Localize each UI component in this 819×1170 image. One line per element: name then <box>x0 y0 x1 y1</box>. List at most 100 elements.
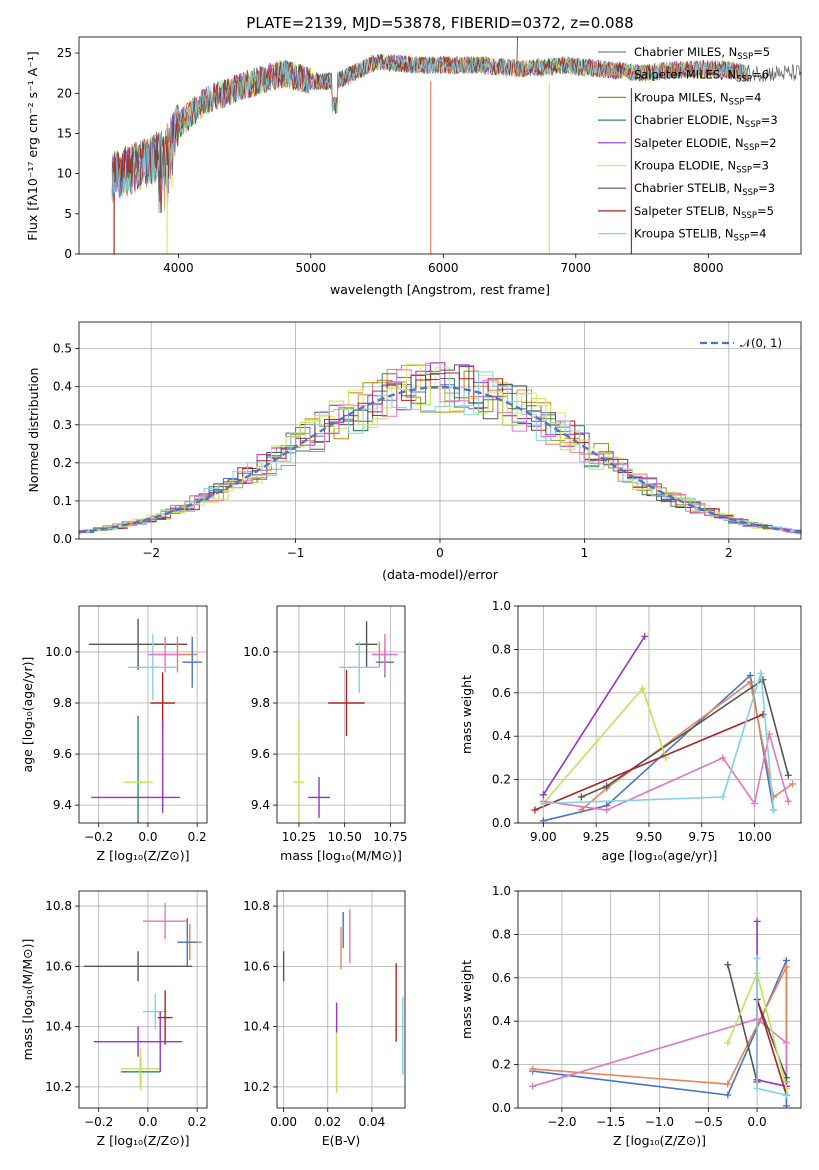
weight-point <box>784 771 792 779</box>
age-vs-mass-panel: 10.25 10.50 10.75 9.4 9.6 9.8 10.0 mass [log₁₀(… <box>243 605 408 863</box>
spectrum-ytick: 25 <box>57 46 72 60</box>
xtick-label: 0.0 <box>748 1115 767 1129</box>
xtick-label: 0.2 <box>188 1115 207 1129</box>
residual-histogram <box>79 371 801 535</box>
spectrum-xtick: 8000 <box>693 261 724 275</box>
legend-entry: Kroupa STELIB, NSSP=4 <box>634 227 766 244</box>
ytick-label: 10.6 <box>243 959 270 973</box>
weight-point <box>789 780 797 788</box>
ytick-label: 0.8 <box>492 927 511 941</box>
xtick-label: 10.75 <box>373 830 407 844</box>
spectrum-ytick: 20 <box>57 86 72 100</box>
ytick-label: 9.8 <box>53 696 72 710</box>
weight-point <box>577 793 585 801</box>
weight-point <box>529 1082 537 1090</box>
residual-xlabel: (data-model)/error <box>382 567 499 582</box>
weight-point <box>784 797 792 805</box>
weight-point <box>753 954 761 962</box>
panel-xlabel: Z [log₁₀(Z/Z⊙)] <box>97 1133 190 1148</box>
legend-entry: Kroupa MILES, NSSP=4 <box>634 90 761 107</box>
weight-point <box>577 806 585 814</box>
weight-point <box>753 917 761 925</box>
weight-point <box>782 1091 790 1099</box>
emission-line <box>516 37 518 70</box>
weight-vs-age-panel: 9.00 9.25 9.50 9.75 10.00 0.0 0.2 0.4 0.6 0.8 1.0 a… <box>459 599 802 863</box>
weight-line <box>543 673 775 811</box>
residual-histogram <box>79 362 801 535</box>
residual-ytick: 0.5 <box>53 342 72 356</box>
weight-point <box>753 1084 761 1092</box>
xtick-label: 9.25 <box>583 830 610 844</box>
ytick-label: 0.0 <box>492 816 511 830</box>
spectrum-xlabel: wavelength [Angstrom, rest frame] <box>330 282 550 297</box>
ytick-label: 0.4 <box>492 729 511 743</box>
ytick-label: 1.0 <box>492 884 511 898</box>
xtick-label: 10.50 <box>327 830 361 844</box>
weight-point <box>746 671 754 679</box>
residual-ylabel: Normed distribution <box>26 368 41 493</box>
legend-entry: Salpeter STELIB, NSSP=5 <box>634 204 774 221</box>
xtick-label: 9.50 <box>636 830 663 844</box>
ytick-label: 10.2 <box>243 1080 270 1094</box>
residual-ytick: 0.2 <box>53 456 72 470</box>
ytick-label: 9.8 <box>251 696 270 710</box>
weight-line <box>756 999 788 1096</box>
xtick-label: −0.2 <box>84 830 113 844</box>
spectrum-series <box>111 37 801 254</box>
spectrum-title: PLATE=2139, MJD=53878, FIBERID=0372, z=0… <box>246 14 633 32</box>
mass-vs-metallicity-panel: −0.2 0.0 0.2 10.2 10.4 10.6 10.8 Z [log₁₀(Z/Z⊙)… <box>20 890 208 1148</box>
ytick-label: 0.6 <box>492 686 511 700</box>
xtick-label: −0.5 <box>694 1115 723 1129</box>
weight-point <box>782 1102 790 1108</box>
ytick-label: 9.6 <box>53 747 72 761</box>
spectrum-ytick: 15 <box>57 126 72 140</box>
residual-legend: 𝒩(0, 1) <box>700 336 782 350</box>
weight-vs-metallicity-panel: −2.0 −1.5 −1.0 −0.5 0.0 0.0 0.2 0.4 0.6 0.8 1.0 Z [… <box>459 884 802 1148</box>
xtick-label: 0.2 <box>188 830 207 844</box>
panel-xlabel: Z [log₁₀(Z/Z⊙)] <box>97 848 190 863</box>
xtick-label: 9.75 <box>688 830 715 844</box>
weight-point <box>782 1039 790 1047</box>
weight-point <box>529 1065 537 1073</box>
xtick-label: 10.00 <box>737 830 771 844</box>
ytick-label: 10.4 <box>45 1020 72 1034</box>
xtick-label: −1.0 <box>645 1115 674 1129</box>
weight-point <box>531 806 539 814</box>
ytick-label: 9.4 <box>251 798 270 812</box>
spectrum-xtick: 4000 <box>163 261 194 275</box>
ytick-label: 0.8 <box>492 642 511 656</box>
residual-histogram <box>79 372 801 533</box>
legend-entry: Salpeter ELODIE, NSSP=2 <box>634 136 777 153</box>
xtick-label: 0.0 <box>138 830 157 844</box>
ytick-label: 10.0 <box>243 645 270 659</box>
panel-xlabel: E(B-V) <box>322 1133 361 1148</box>
residual-ytick: 0.4 <box>53 380 72 394</box>
weight-point <box>770 793 778 801</box>
weight-point <box>539 799 547 807</box>
weight-point <box>782 956 790 964</box>
weight-point <box>539 817 547 823</box>
ytick-label: 0.0 <box>492 1101 511 1115</box>
ytick-label: 10.2 <box>45 1080 72 1094</box>
residual-xtick: −1 <box>287 546 305 560</box>
weight-point <box>641 632 649 640</box>
weight-line <box>542 635 646 796</box>
legend-entry: Chabrier ELODIE, NSSP=3 <box>634 113 778 130</box>
ytick-label: 0.2 <box>492 773 511 787</box>
spectrum-ytick: 5 <box>64 207 72 221</box>
xtick-label: 0.0 <box>138 1115 157 1129</box>
ytick-label: 10.6 <box>45 959 72 973</box>
residual-panel: −2 −1 0 1 2 0.0 0.1 0.2 0.3 0.4 0.5 (data-model)/e… <box>26 321 802 582</box>
weight-point <box>724 1080 732 1088</box>
xtick-label: 10.25 <box>282 830 316 844</box>
legend-entry: Chabrier STELIB, NSSP=3 <box>634 181 775 198</box>
spectrum-xtick: 7000 <box>561 261 592 275</box>
weight-point <box>751 799 759 807</box>
spectrum-xtick: 6000 <box>428 261 459 275</box>
spectrum-xtick: 5000 <box>296 261 327 275</box>
ytick-label: 10.0 <box>45 645 72 659</box>
ytick-label: 10.8 <box>45 899 72 913</box>
residual-xtick: −2 <box>142 546 160 560</box>
normal-curve <box>78 385 802 534</box>
